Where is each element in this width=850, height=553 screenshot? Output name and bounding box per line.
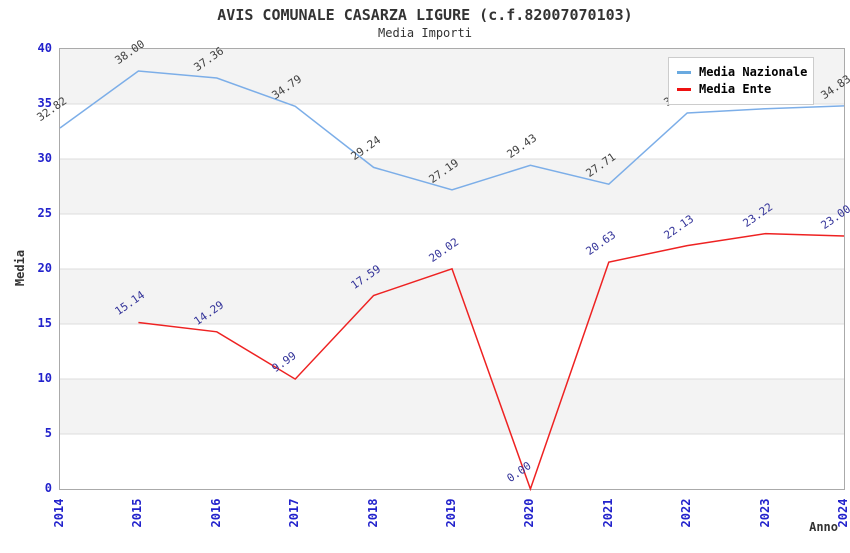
y-tick-label: 10 bbox=[37, 371, 52, 385]
legend-item-media-nazionale: Media Nazionale bbox=[677, 64, 809, 81]
y-tick-label: 30 bbox=[37, 151, 52, 165]
y-tick-label: 0 bbox=[44, 481, 52, 495]
legend-label-ente: Media Ente bbox=[699, 82, 772, 96]
legend: Media Nazionale Media Ente bbox=[668, 57, 814, 105]
plot-lines bbox=[59, 70, 845, 492]
y-tick-label: 5 bbox=[44, 426, 52, 440]
chart-title: AVIS COMUNALE CASARZA LIGURE (c.f.820070… bbox=[217, 6, 633, 24]
legend-item-media-ente: Media Ente bbox=[677, 81, 809, 98]
legend-label-nazionale: Media Nazionale bbox=[699, 65, 808, 79]
y-tick-label: 15 bbox=[37, 316, 52, 330]
chart-subtitle: Media Importi bbox=[378, 26, 472, 40]
legend-swatch-ente-icon bbox=[677, 88, 691, 91]
plot-area: 32.82 38.00 37.36 34.79 29.24 27.19 29.43 27.71… bbox=[35, 37, 850, 492]
legend-swatch-nazionale-icon bbox=[677, 71, 691, 74]
series-line-media-nazionale bbox=[59, 70, 845, 191]
y-tick-label: 40 bbox=[37, 41, 52, 55]
y-axis-title: Media bbox=[13, 249, 27, 287]
y-tick-label: 25 bbox=[37, 206, 52, 220]
series-line-media-ente bbox=[138, 232, 845, 492]
x-axis-title: Anno bbox=[809, 520, 838, 534]
